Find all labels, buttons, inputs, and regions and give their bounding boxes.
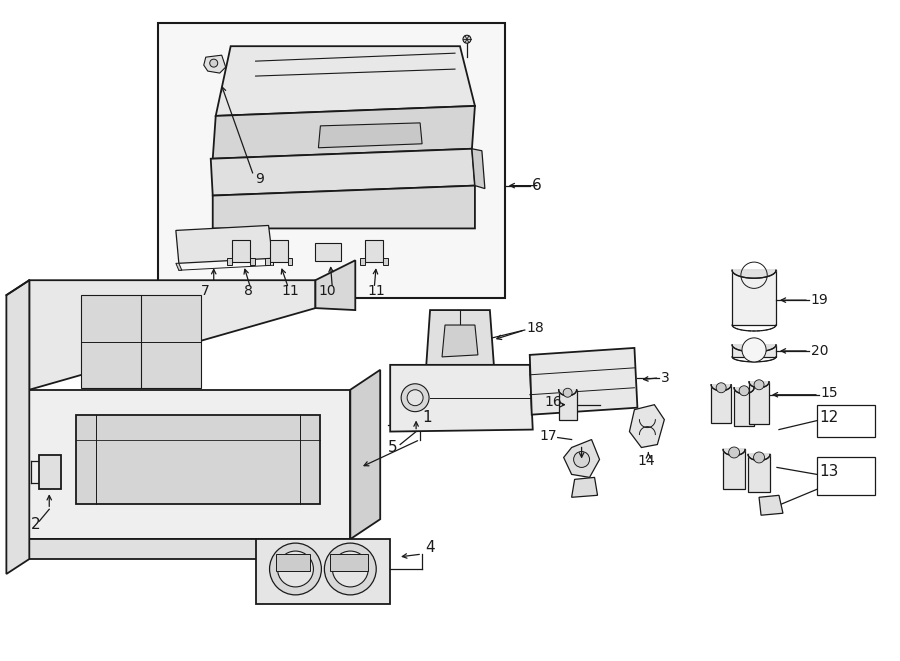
Polygon shape [472,149,485,188]
Polygon shape [275,554,310,571]
Polygon shape [383,258,388,265]
Polygon shape [442,325,478,357]
Circle shape [463,35,471,43]
Text: 11: 11 [367,284,385,298]
Polygon shape [711,385,731,391]
Circle shape [754,380,764,390]
Polygon shape [732,345,776,352]
Polygon shape [732,270,776,325]
Circle shape [753,452,764,463]
Polygon shape [365,241,383,262]
Polygon shape [360,258,365,265]
Polygon shape [734,388,754,426]
Polygon shape [563,440,599,477]
Bar [817,457,875,495]
Polygon shape [748,455,770,492]
Polygon shape [391,365,533,432]
Text: 6: 6 [532,178,542,193]
Polygon shape [629,405,664,447]
Polygon shape [732,345,776,357]
Polygon shape [572,477,598,497]
Polygon shape [270,241,287,262]
Polygon shape [287,258,292,265]
Text: 2: 2 [32,517,40,531]
Polygon shape [749,382,769,424]
Text: 1: 1 [422,410,432,425]
Polygon shape [749,382,769,388]
Text: 13: 13 [819,464,838,479]
Circle shape [332,551,368,587]
Text: 14: 14 [637,455,655,469]
Circle shape [277,551,313,587]
Polygon shape [30,539,350,559]
Polygon shape [559,390,577,396]
Circle shape [210,59,218,67]
Text: 15: 15 [821,386,839,400]
Polygon shape [176,225,273,263]
Text: 7: 7 [201,284,210,298]
Polygon shape [559,390,577,420]
Bar [817,405,875,436]
Polygon shape [40,455,61,489]
Polygon shape [748,455,770,461]
Polygon shape [30,390,350,539]
Polygon shape [319,123,422,148]
Text: 20: 20 [811,344,828,358]
Circle shape [563,388,572,397]
Polygon shape [759,495,783,515]
Polygon shape [176,263,182,270]
Polygon shape [158,23,505,298]
Polygon shape [212,106,475,159]
Polygon shape [81,295,201,388]
Circle shape [729,447,740,458]
Polygon shape [350,370,380,539]
Polygon shape [315,243,341,261]
Circle shape [401,384,429,412]
Text: 19: 19 [811,293,829,307]
Polygon shape [256,539,391,604]
Polygon shape [734,388,754,394]
Circle shape [270,543,321,595]
Polygon shape [530,348,637,414]
Circle shape [573,451,590,467]
Polygon shape [216,46,475,116]
Polygon shape [231,241,249,262]
Text: 11: 11 [282,284,300,298]
Polygon shape [203,55,226,73]
Polygon shape [249,258,255,265]
Circle shape [324,543,376,595]
Text: 9: 9 [256,172,265,186]
Circle shape [739,386,749,396]
Text: 8: 8 [244,284,253,298]
Polygon shape [724,449,745,489]
Polygon shape [265,258,270,265]
Polygon shape [6,280,30,574]
Polygon shape [30,280,315,390]
Polygon shape [212,186,475,229]
Polygon shape [732,270,776,278]
Polygon shape [76,414,320,504]
Text: 4: 4 [425,539,435,555]
Text: 12: 12 [819,410,838,425]
Polygon shape [724,449,745,455]
Circle shape [407,390,423,406]
Polygon shape [330,554,368,571]
Text: 5: 5 [388,440,398,455]
Text: 10: 10 [319,284,336,298]
Polygon shape [315,260,356,310]
Text: 16: 16 [544,395,562,408]
Polygon shape [227,258,231,265]
Polygon shape [211,149,475,196]
Circle shape [716,383,726,393]
Polygon shape [426,310,494,368]
Circle shape [742,338,766,362]
Text: 3: 3 [662,371,670,385]
Text: 18: 18 [526,321,544,335]
Text: 17: 17 [540,428,557,443]
Polygon shape [711,385,731,422]
